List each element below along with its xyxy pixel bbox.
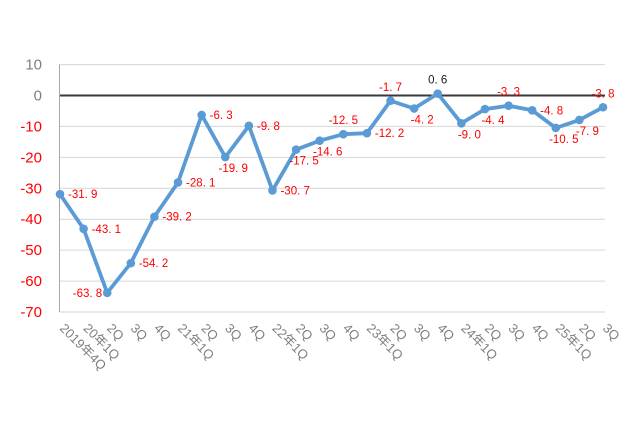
y-axis-label--10: -10 (20, 118, 42, 135)
x-axis-label-8: 4Q (246, 321, 269, 344)
data-point-marker-20 (527, 106, 537, 115)
data-label-3: -54. 2 (139, 258, 168, 270)
data-label-23: -3. 8 (591, 88, 614, 100)
data-label-11: -14. 6 (313, 147, 342, 159)
data-point-marker-16 (433, 89, 443, 98)
data-label-0: -31. 9 (68, 189, 97, 201)
data-point-marker-0 (55, 189, 65, 199)
data-label-17: -9. 0 (458, 129, 481, 141)
x-axis-label-15: 3Q (411, 321, 434, 344)
data-point-marker-3 (126, 258, 136, 268)
y-axis-label--50: -50 (20, 242, 42, 259)
x-axis-label-12: 4Q (340, 321, 363, 344)
data-point-marker-2 (102, 288, 112, 298)
data-point-marker-9 (268, 186, 277, 195)
data-point-marker-8 (244, 121, 254, 131)
data-label-6: -6. 3 (210, 110, 233, 122)
x-axis-label-23: 3Q (600, 321, 623, 344)
y-axis-label--30: -30 (20, 180, 42, 197)
data-label-1: -43. 1 (92, 224, 121, 236)
data-point-marker-12 (339, 129, 348, 139)
data-label-12: -12. 5 (329, 115, 358, 127)
data-point-marker-7 (220, 152, 230, 162)
x-axis-label-16: 4Q (435, 321, 458, 344)
y-axis-label--70: -70 (20, 304, 42, 321)
data-point-marker-14 (386, 96, 395, 106)
x-axis-label-3: 3Q (128, 321, 151, 344)
data-label-18: -4. 4 (481, 115, 505, 127)
data-label-2: -63. 8 (73, 288, 102, 300)
data-point-marker-1 (79, 224, 88, 234)
data-label-4: -39. 2 (162, 212, 191, 224)
data-label-9: -30. 7 (280, 185, 309, 197)
x-axis-label-19: 3Q (505, 321, 528, 344)
y-axis-label--20: -20 (20, 149, 42, 166)
data-label-21: -10. 5 (549, 134, 578, 146)
data-point-marker-10 (291, 145, 301, 154)
data-label-19: -3. 3 (497, 87, 520, 99)
data-label-16: 0. 6 (428, 75, 447, 87)
data-label-15: -4. 2 (411, 114, 434, 126)
data-label-13: -12. 2 (375, 128, 404, 140)
y-axis-label-10: 10 (25, 57, 42, 74)
data-point-marker-17 (457, 119, 466, 128)
y-axis-label--60: -60 (20, 273, 42, 290)
data-label-8: -9. 8 (257, 121, 280, 133)
data-label-5: -28. 1 (186, 177, 215, 189)
data-point-marker-6 (197, 110, 206, 120)
data-label-10: -17. 5 (289, 156, 318, 168)
data-point-marker-11 (315, 136, 324, 145)
data-label-22: -7. 9 (576, 126, 599, 138)
data-point-marker-5 (173, 178, 183, 187)
x-axis-label-7: 3Q (222, 321, 245, 344)
x-axis-label-20: 4Q (529, 321, 552, 344)
data-point-marker-18 (480, 104, 490, 114)
data-point-marker-23 (598, 102, 608, 112)
data-label-14: -1. 7 (379, 82, 402, 94)
data-label-7: -19. 9 (219, 163, 248, 175)
data-point-marker-21 (551, 123, 561, 133)
data-point-marker-22 (575, 115, 584, 125)
data-point-marker-19 (504, 101, 513, 111)
data-point-marker-13 (362, 128, 372, 138)
x-axis-label-4: 4Q (151, 321, 174, 344)
y-axis-label--40: -40 (20, 211, 42, 228)
y-axis-label-0: 0 (34, 88, 42, 105)
data-point-marker-15 (409, 104, 419, 113)
data-point-marker-4 (150, 212, 159, 222)
data-label-20: -4. 8 (540, 105, 563, 117)
x-axis-label-11: 3Q (317, 321, 340, 344)
